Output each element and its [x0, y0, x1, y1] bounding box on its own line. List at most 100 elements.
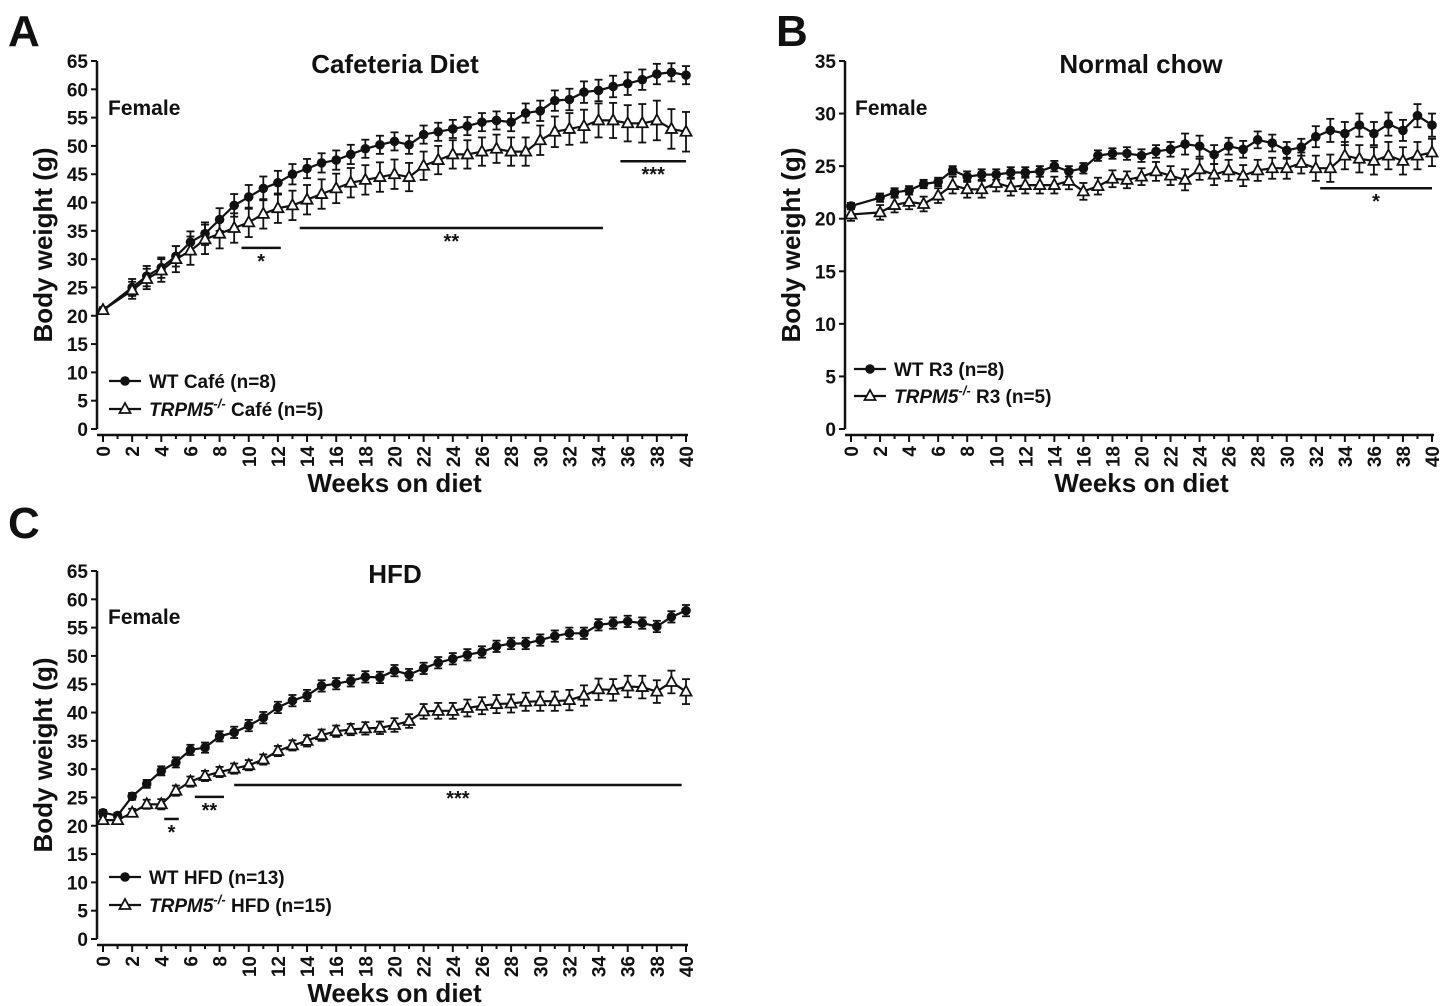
legend-label-main: WT Café (n=8) [149, 372, 276, 393]
y-tick-label: 5 [77, 902, 88, 923]
x-tick-label: 8 [958, 446, 979, 457]
data-point [535, 106, 546, 116]
data-point [1410, 147, 1425, 161]
data-point [576, 118, 591, 132]
data-point [652, 621, 662, 632]
y-tick-label: 15 [815, 262, 837, 283]
data-point [329, 180, 344, 194]
data-point [562, 692, 577, 705]
data-point [608, 81, 618, 92]
data-point [666, 67, 677, 78]
data-point [183, 242, 198, 256]
significance-label: *** [642, 164, 666, 186]
y-tick-label: 20 [67, 307, 88, 328]
legend-label: TRPM5-/- Café (n=5) [149, 396, 323, 421]
legend-label-main: WT R3 (n=8) [894, 360, 1004, 381]
data-point [431, 702, 446, 716]
x-tick-label: 4 [152, 956, 173, 967]
x-tick-label: 14 [298, 446, 319, 468]
legend-label-suffix: R3 (n=5) [971, 387, 1052, 408]
legend-label: WT R3 (n=8) [894, 360, 1004, 381]
data-point [273, 702, 283, 713]
data-point [360, 672, 371, 682]
x-axis-label: Weeks on diet [1054, 468, 1229, 498]
x-tick-label: 0 [94, 956, 115, 967]
data-point [664, 674, 679, 687]
data-point [649, 683, 664, 697]
series-wt [98, 62, 691, 315]
x-tick-label: 12 [1016, 446, 1037, 467]
data-point [445, 702, 460, 716]
data-point [1354, 120, 1365, 130]
data-point [1090, 178, 1105, 192]
y-tick-label: 10 [67, 873, 88, 894]
y-tick-label: 65 [67, 562, 89, 583]
significance-label: *** [446, 788, 470, 810]
data-point [358, 720, 373, 734]
x-tick-label: 28 [1249, 446, 1270, 467]
y-tick-label: 50 [67, 137, 88, 158]
data-point [1076, 183, 1091, 197]
x-tick-label: 10 [240, 446, 261, 467]
data-point [681, 70, 691, 80]
x-tick-label: 6 [181, 956, 202, 967]
data-point [1265, 160, 1280, 174]
x-tick-label: 12 [269, 956, 290, 977]
data-point [285, 737, 300, 751]
x-tick-label: 32 [560, 446, 581, 467]
data-point [1250, 162, 1265, 176]
x-tick-label: 14 [298, 956, 319, 978]
data-point [1032, 177, 1047, 190]
data-point [433, 657, 444, 668]
y-tick-label: 55 [67, 619, 89, 640]
data-point [873, 204, 888, 218]
y-axis-label: Body weight (g) [28, 148, 58, 343]
x-tick-label: 24 [444, 956, 465, 978]
legend-marker [120, 872, 130, 882]
data-point [576, 687, 591, 701]
data-point [287, 695, 298, 706]
data-point [550, 631, 560, 641]
data-point [535, 635, 546, 645]
data-point [533, 132, 548, 146]
data-point [372, 169, 387, 182]
x-tick-label: 12 [269, 446, 290, 467]
data-point [1105, 170, 1120, 184]
data-point [1412, 110, 1423, 121]
data-point [678, 683, 694, 697]
x-tick-label: 16 [327, 446, 348, 467]
y-tick-label: 30 [815, 105, 836, 126]
data-point [489, 696, 504, 709]
legend-label-main: TRPM5 [149, 896, 214, 917]
data-point [387, 166, 402, 180]
y-tick-label: 5 [825, 367, 836, 388]
legend-label: WT HFD (n=13) [149, 868, 285, 889]
data-point [504, 143, 519, 157]
legend-label-suffix: Café (n=5) [226, 400, 324, 421]
data-point [1398, 125, 1408, 136]
data-point [520, 108, 531, 118]
data-point [887, 197, 902, 210]
data-point [1296, 142, 1307, 153]
data-point [1337, 147, 1352, 161]
y-tick-label: 35 [67, 732, 89, 753]
data-point [256, 205, 271, 219]
data-point [1238, 144, 1248, 155]
data-point [139, 796, 154, 810]
data-point [622, 616, 633, 627]
data-point [1035, 166, 1045, 177]
data-point [168, 251, 183, 265]
data-point [491, 641, 502, 652]
data-point [1311, 131, 1321, 142]
y-tick-label: 45 [67, 165, 89, 186]
data-point [445, 146, 460, 160]
x-tick-label: 18 [1103, 446, 1124, 467]
data-point [1180, 139, 1190, 149]
data-point [1381, 147, 1396, 161]
data-point [285, 197, 300, 211]
data-point [933, 177, 943, 187]
x-tick-label: 26 [473, 446, 494, 467]
significance-label: * [257, 251, 265, 273]
data-point [562, 121, 577, 134]
data-point [606, 112, 621, 126]
